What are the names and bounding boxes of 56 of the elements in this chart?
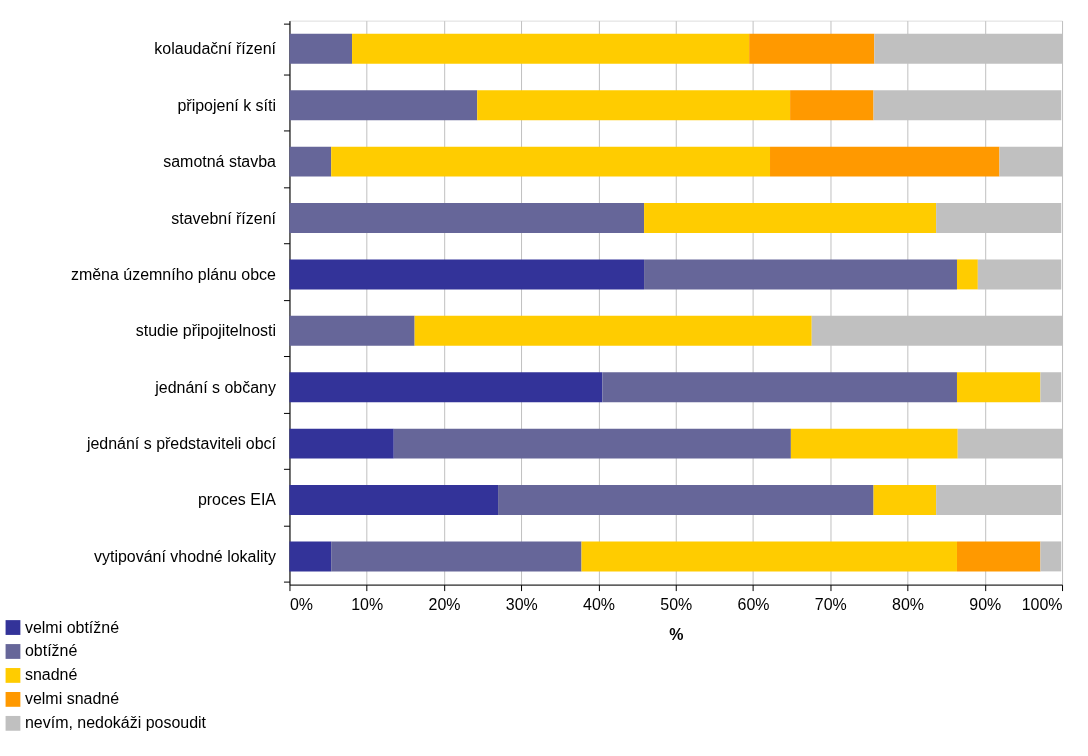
y-tick-label: jednání s občany: [154, 378, 276, 396]
bar: [414, 315, 812, 346]
bar: [644, 259, 957, 290]
y-tick-label: vytipování vhodné lokality: [94, 547, 276, 565]
bar: [289, 203, 645, 233]
x-tick-label: 40%: [583, 596, 615, 614]
legend-label: velmi snadné: [24, 690, 120, 708]
x-tick-label: 100%: [1021, 596, 1063, 614]
y-tick-label: samotná stavba: [163, 153, 277, 171]
bar: [477, 90, 791, 121]
x-tick-label: 90%: [969, 596, 1002, 614]
legend-label: obtížné: [24, 642, 78, 660]
bar: [289, 315, 415, 346]
x-tick-label: 20%: [428, 596, 461, 614]
legend-label: velmi obtížné: [24, 618, 120, 636]
x-axis-title: %: [669, 626, 684, 643]
bar: [873, 485, 937, 515]
y-tick-label: stavební řízení: [171, 209, 277, 227]
y-tick-label: připojení k síti: [177, 96, 276, 114]
bar: [289, 90, 478, 121]
x-tick-label: 0%: [289, 596, 314, 614]
bar: [393, 428, 791, 459]
bar: [749, 33, 875, 64]
y-tick-label: jednání s představiteli obcí: [85, 435, 277, 453]
legend-label: nevím, nedokáži posoudit: [24, 714, 207, 732]
bar: [289, 259, 645, 290]
bar: [289, 372, 603, 403]
y-tick-label: studie připojitelnosti: [135, 322, 276, 340]
bar: [289, 33, 353, 64]
bar: [602, 372, 957, 403]
x-tick-label: 10%: [351, 596, 384, 614]
y-tick-label: proces EIA: [197, 491, 277, 509]
x-tick-label: 70%: [814, 596, 847, 614]
bar: [956, 541, 1041, 572]
bar: [956, 372, 1041, 403]
y-tick-label: změna územního plánu obce: [70, 265, 277, 283]
bar: [352, 33, 750, 64]
x-tick-label: 80%: [892, 596, 925, 614]
bar: [581, 541, 957, 572]
bar: [770, 146, 1000, 177]
bar: [289, 485, 499, 515]
bar: [289, 428, 394, 459]
x-tick-label: 50%: [660, 596, 693, 614]
bar: [956, 259, 978, 290]
bar: [498, 485, 874, 515]
x-tick-label: 30%: [505, 596, 538, 614]
bar: [790, 90, 874, 121]
bar: [331, 541, 582, 572]
bar: [289, 541, 332, 572]
bar: [331, 146, 771, 177]
bar: [644, 203, 937, 233]
bar: [289, 146, 332, 177]
bar: [790, 428, 958, 459]
x-tick-label: 60%: [737, 596, 770, 614]
y-tick-label: kolaudační řízení: [154, 40, 277, 58]
legend-label: snadné: [24, 666, 78, 684]
